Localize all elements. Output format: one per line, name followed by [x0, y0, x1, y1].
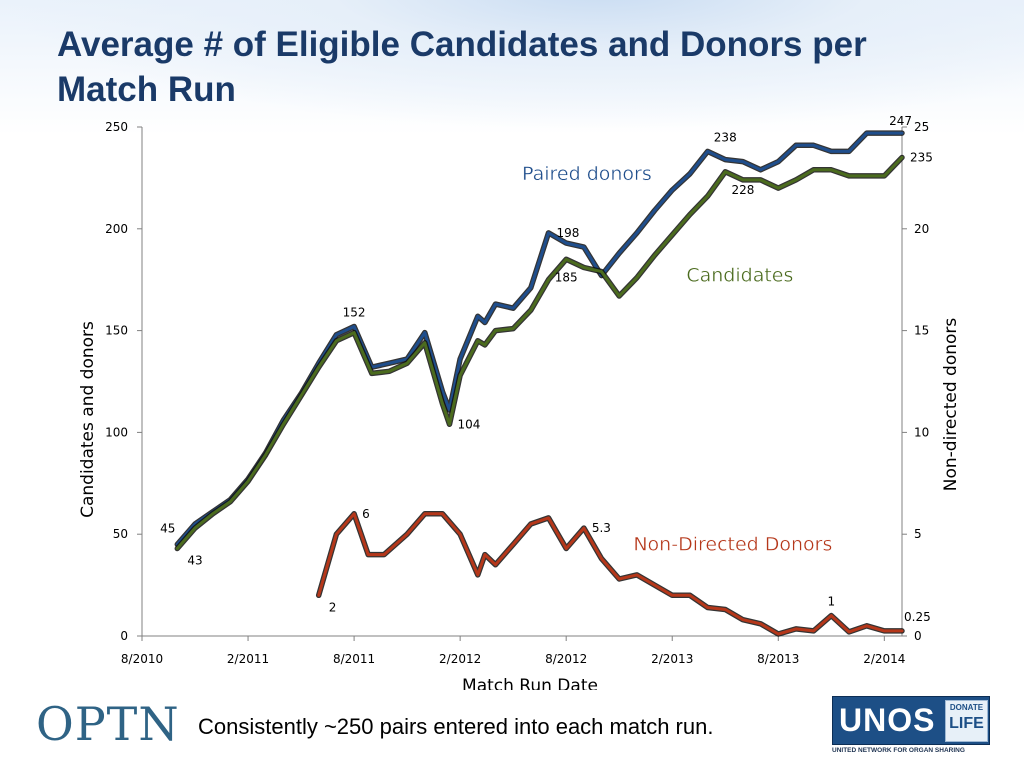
donate-life-bottom: LIFE [949, 715, 984, 732]
x-tick-label: 2/2014 [863, 652, 905, 666]
candidates-data-label: 228 [731, 183, 754, 197]
unos-logo: UNOS DONATE LIFE UNITED NETWORK FOR ORGA… [832, 696, 992, 758]
slide-title: Average # of Eligible Candidates and Don… [57, 25, 867, 109]
paired-donors-data-label: 247 [889, 114, 912, 128]
unos-subtitle: UNITED NETWORK FOR ORGAN SHARING [832, 747, 965, 754]
y-axis-left-title: Candidates and donors [78, 321, 98, 518]
candidates-line [175, 156, 904, 550]
paired-donors-line [175, 131, 904, 546]
x-tick-label: 2/2013 [651, 652, 693, 666]
non-directed-donors-data-label: 1 [827, 595, 835, 609]
candidates-data-label: 43 [187, 553, 202, 567]
x-tick-label: 8/2010 [121, 652, 163, 666]
candidates-series-label: Candidates [686, 265, 793, 287]
y-left-tick-label: 200 [105, 222, 128, 236]
y-left-tick-label: 50 [113, 527, 128, 541]
y-right-tick-label: 20 [914, 222, 929, 236]
header-gradient [0, 0, 1024, 135]
chart-series [174, 130, 905, 637]
non-directed-donors-series-label: Non-Directed Donors [633, 533, 832, 555]
paired-donors-line-outline [174, 130, 905, 548]
paired-donors-data-label: 45 [160, 521, 175, 535]
paired-donors-data-label: 152 [343, 306, 366, 320]
candidates-data-label: 185 [555, 270, 578, 284]
unos-logo-box: UNOS DONATE LIFE [832, 696, 990, 745]
y-right-tick-label: 10 [914, 425, 929, 439]
donate-life-badge: DONATE LIFE [945, 700, 988, 742]
candidates-line-outline [174, 154, 905, 552]
x-tick-label: 8/2012 [545, 652, 587, 666]
y-left-tick-label: 0 [120, 629, 128, 643]
donate-life-top: DONATE [949, 703, 984, 712]
unos-logo-text: UNOS [839, 702, 936, 738]
y-left-tick-label: 150 [105, 324, 128, 338]
x-axis-title: Match Run Date [462, 676, 598, 690]
paired-donors-data-label: 238 [714, 130, 737, 144]
y-right-tick-label: 5 [914, 527, 922, 541]
candidates-data-label: 104 [458, 417, 481, 431]
y-right-tick-label: 15 [914, 324, 929, 338]
x-tick-label: 8/2013 [757, 652, 799, 666]
non-directed-donors-data-label: 5.3 [592, 521, 611, 535]
y-left-tick-label: 100 [105, 425, 128, 439]
y-right-tick-label: 0 [914, 629, 922, 643]
chart-labels: Paired donors45152198238247Candidates431… [160, 114, 933, 624]
paired-donors-series-label: Paired donors [522, 163, 652, 185]
y-right-tick-label: 25 [914, 120, 929, 134]
chart-axes: 0 50 100 150 200 250 0 5 10 15 20 25 8/2010 2/2011 8/2… [78, 120, 961, 690]
line-chart: 0 50 100 150 200 250 0 5 10 15 20 25 8/2010 2/2011 8/2… [78, 114, 961, 690]
y-axis-right-title: Non-directed donors [941, 318, 961, 492]
non-directed-donors-line [317, 512, 904, 636]
x-tick-label: 2/2012 [439, 652, 481, 666]
non-directed-donors-data-label: 0.25 [904, 610, 931, 624]
slide-caption: Consistently ~250 pairs entered into eac… [198, 714, 714, 739]
non-directed-donors-data-label: 6 [362, 507, 370, 521]
y-left-tick-label: 250 [105, 120, 128, 134]
non-directed-donors-data-label: 2 [329, 600, 337, 614]
candidates-data-label: 235 [910, 151, 933, 165]
optn-logo: OPTN [36, 697, 180, 751]
x-tick-label: 2/2011 [227, 652, 269, 666]
x-tick-label: 8/2011 [333, 652, 375, 666]
paired-donors-data-label: 198 [557, 226, 580, 240]
